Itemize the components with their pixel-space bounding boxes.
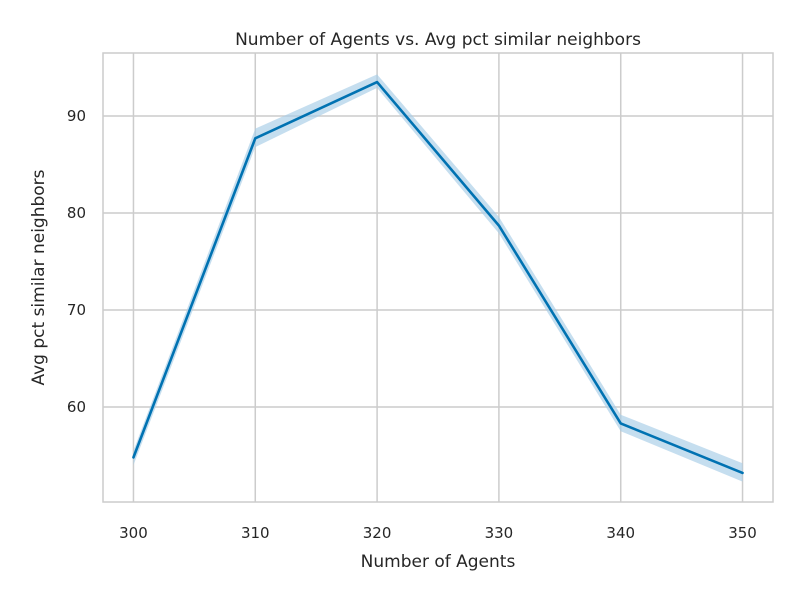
x-axis-label: Number of Agents xyxy=(361,552,516,572)
chart-title: Number of Agents vs. Avg pct similar nei… xyxy=(235,30,641,50)
y-tick-label: 60 xyxy=(67,398,86,416)
x-tick-label: 320 xyxy=(363,524,392,542)
y-tick-labels: 60 70 80 90 xyxy=(67,107,86,416)
confidence-band xyxy=(133,74,743,482)
x-tick-label: 340 xyxy=(606,524,635,542)
series-lines xyxy=(132,80,744,475)
plot-area-frame xyxy=(102,52,774,503)
y-tick-label: 80 xyxy=(67,204,86,222)
y-tick-label: 70 xyxy=(67,301,86,319)
series-line xyxy=(132,80,744,475)
x-tick-label: 330 xyxy=(485,524,514,542)
grid xyxy=(103,53,773,502)
x-tick-labels: 300 310 320 330 340 350 xyxy=(119,524,757,542)
y-axis-label: Avg pct similar neighbors xyxy=(29,169,49,385)
confidence-bands xyxy=(133,74,743,482)
x-tick-label: 310 xyxy=(241,524,270,542)
x-tick-label: 350 xyxy=(728,524,757,542)
y-tick-label: 90 xyxy=(67,107,86,125)
x-tick-label: 300 xyxy=(119,524,148,542)
